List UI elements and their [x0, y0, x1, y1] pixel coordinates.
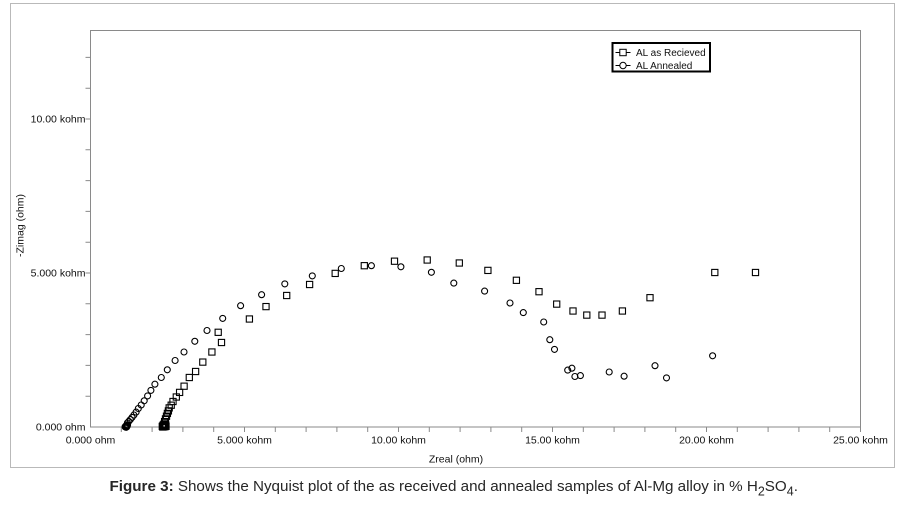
- svg-text:5.000 kohm: 5.000 kohm: [217, 435, 272, 447]
- svg-text:5.000 kohm: 5.000 kohm: [31, 268, 86, 280]
- svg-text:AL as Recieved: AL as Recieved: [636, 48, 706, 59]
- svg-text:Zreal (ohm): Zreal (ohm): [429, 454, 483, 466]
- svg-text:25.00 kohm: 25.00 kohm: [833, 435, 888, 447]
- svg-text:0.000 ohm: 0.000 ohm: [66, 435, 116, 447]
- svg-text:Figure 3: Shows the Nyquist pl: Figure 3: Shows the Nyquist plot of the …: [110, 478, 798, 499]
- svg-text:20.00 kohm: 20.00 kohm: [679, 435, 734, 447]
- svg-text:10.00 kohm: 10.00 kohm: [371, 435, 426, 447]
- svg-text:AL Annealed: AL Annealed: [636, 61, 692, 72]
- svg-text:10.00 kohm: 10.00 kohm: [31, 114, 86, 126]
- svg-text:15.00 kohm: 15.00 kohm: [525, 435, 580, 447]
- svg-text:-Zimag (ohm): -Zimag (ohm): [15, 194, 27, 257]
- svg-text:0.000 ohm: 0.000 ohm: [36, 422, 86, 434]
